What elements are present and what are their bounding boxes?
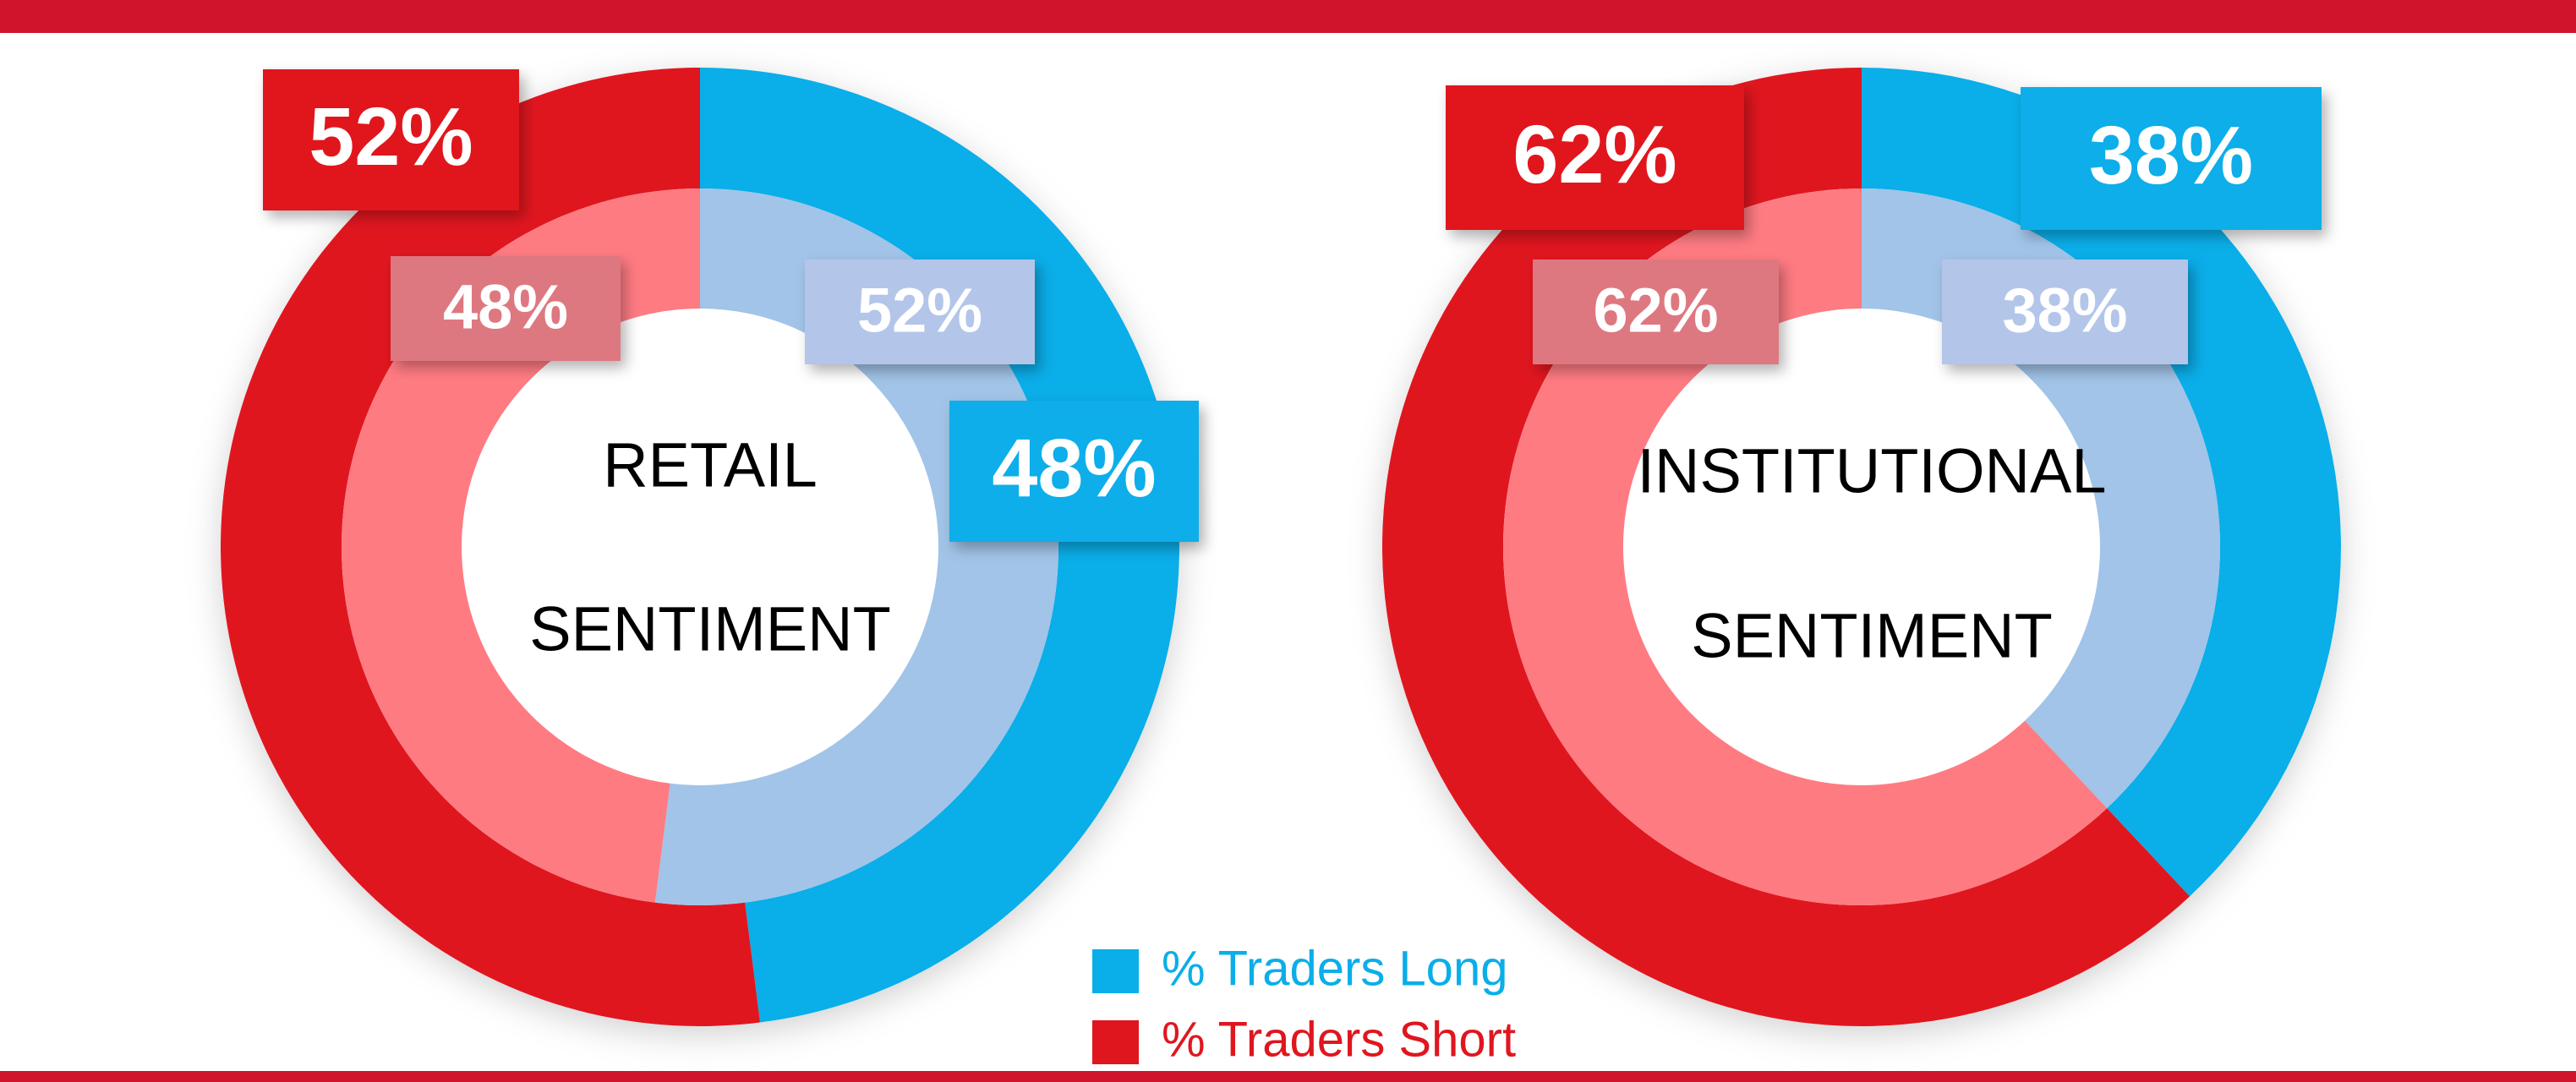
legend-swatch (1092, 1020, 1139, 1064)
data-label: 38% (2002, 276, 2127, 346)
legend-label: % Traders Short (1162, 1012, 1516, 1067)
label-box (2021, 87, 2322, 230)
label-box (1533, 260, 1779, 364)
label-box (263, 69, 519, 210)
label-box (1446, 85, 1744, 230)
label-box (805, 260, 1035, 364)
label-box (949, 401, 1199, 542)
top-bar (0, 0, 2576, 33)
data-label: 48% (443, 272, 568, 342)
legend-label: % Traders Long (1162, 941, 1507, 996)
chart-title: SENTIMENT (529, 594, 891, 664)
chart-title: SENTIMENT (1691, 601, 2053, 671)
data-label: 48% (992, 422, 1156, 514)
legend-swatch (1092, 949, 1139, 993)
label-box (1942, 260, 2188, 364)
data-label: 62% (1512, 108, 1676, 200)
chart-title: INSTITUTIONAL (1637, 436, 2106, 506)
chart-title: RETAIL (603, 430, 818, 500)
data-label: 62% (1593, 276, 1718, 346)
donut-segment (1862, 68, 2341, 897)
label-box (391, 256, 621, 361)
data-label: 52% (309, 90, 473, 183)
donut-segment (654, 189, 1058, 905)
donut-segment (700, 68, 1179, 1023)
donut-segment (1503, 189, 2108, 905)
data-label: 52% (857, 276, 982, 346)
data-label: 38% (2089, 109, 2253, 201)
bottom-bar (0, 1071, 2576, 1082)
donut-segment (341, 189, 700, 903)
donut-segment (220, 68, 761, 1026)
